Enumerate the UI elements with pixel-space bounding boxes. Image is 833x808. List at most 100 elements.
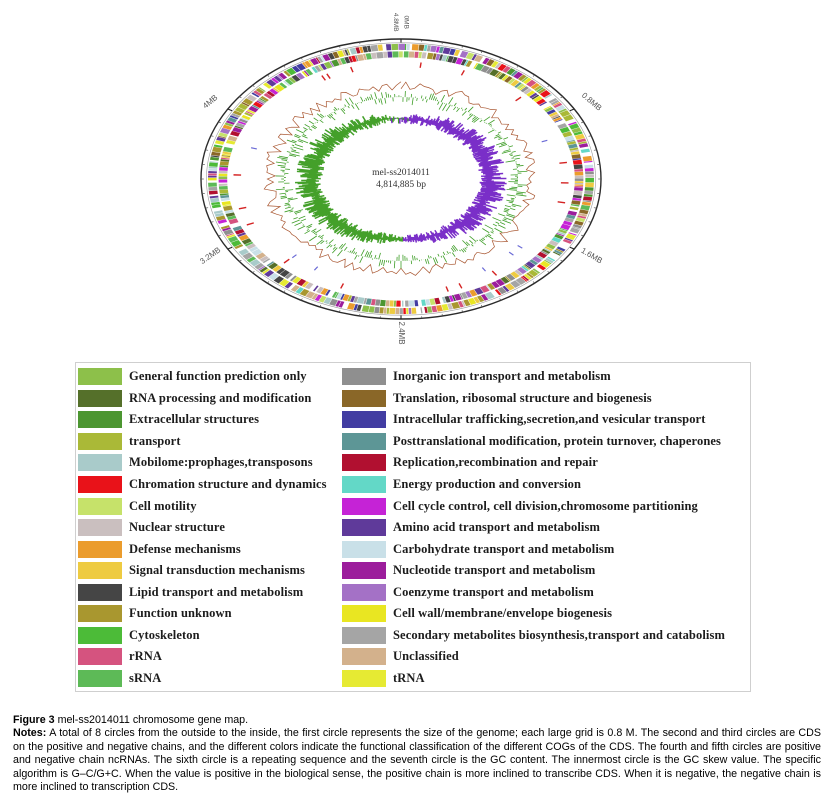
cds-positive-block <box>555 248 564 253</box>
gc-skew-bar <box>455 129 465 138</box>
gc-skew-bar <box>425 115 431 124</box>
gc-content-spike <box>492 223 498 227</box>
gc-content-spike <box>316 113 323 119</box>
legend-column-left: General function prediction only RNA proc… <box>78 366 342 689</box>
gc-skew-bar <box>472 146 488 154</box>
cds-negative-block <box>325 289 331 296</box>
gc-skew-bar <box>322 143 334 150</box>
cds-positive-block <box>430 45 437 53</box>
gc-skew-bar <box>462 135 481 146</box>
gc-skew-bar <box>370 233 376 243</box>
cds-positive-block <box>411 307 417 314</box>
legend-label: Secondary metabolites biosynthesis,trans… <box>393 627 725 642</box>
legend-item: Extracellular structures <box>78 409 342 431</box>
gc-content-spike <box>502 219 512 224</box>
cds-negative-block <box>268 262 279 270</box>
cds-positive-block <box>208 190 218 195</box>
gc-skew-bar <box>484 192 501 197</box>
gc-content-spike <box>506 199 514 202</box>
gc-skew-bar <box>365 232 373 243</box>
gc-content-spike <box>320 237 324 240</box>
gc-skew-bar <box>442 230 446 235</box>
cds-negative-block <box>574 168 584 172</box>
gc-skew-bar <box>345 224 359 238</box>
gc-skew-bar <box>321 133 341 146</box>
scale-tick <box>338 310 341 313</box>
gc-skew-bar <box>454 130 460 135</box>
gc-content-spike <box>473 115 475 117</box>
gc-skew-bar <box>476 194 501 202</box>
cds-positive-block <box>543 259 552 265</box>
cds-positive-block <box>255 88 265 95</box>
gc-content-spike <box>440 94 446 103</box>
gc-content-spike <box>313 117 319 122</box>
cds-positive-block <box>467 297 477 305</box>
gc-content-spike <box>497 224 506 229</box>
gc-content-spike <box>309 235 318 242</box>
gc-skew-bar <box>468 141 484 150</box>
ncrna-positive-tick <box>283 258 290 264</box>
gc-content-spike <box>304 129 307 132</box>
cds-negative-block <box>425 299 431 306</box>
gc-content-spike <box>370 254 373 259</box>
gc-skew-bar <box>296 170 322 174</box>
gc-content-spike <box>504 207 510 211</box>
gc-skew-bar <box>316 141 329 149</box>
gc-content-spike <box>482 237 486 241</box>
gc-skew-bar <box>343 226 351 233</box>
ncrna-negative-tick <box>481 267 486 272</box>
gc-content-spike <box>438 102 444 110</box>
cds-positive-block <box>424 306 428 314</box>
gc-skew-bar <box>333 129 344 138</box>
gc-skew-bar <box>430 234 436 243</box>
cds-positive-block <box>585 174 594 178</box>
legend-label: Function unknown <box>129 606 232 621</box>
cds-negative-block <box>572 197 582 201</box>
ncrna-positive-tick <box>238 206 247 210</box>
cds-positive-block <box>230 239 242 247</box>
gc-content-spike <box>469 239 474 244</box>
gc-skew-bar <box>391 117 394 123</box>
gc-skew-bar <box>304 185 316 188</box>
cds-negative-block <box>545 243 556 250</box>
cds-negative-block <box>218 183 228 187</box>
gc-skew-bar <box>356 119 363 126</box>
gc-skew-bar <box>439 231 446 240</box>
gc-content-spike <box>328 114 336 121</box>
cds-negative-block <box>363 298 368 305</box>
cds-positive-block <box>572 223 582 229</box>
cds-negative-block <box>238 234 249 241</box>
gc-content-spike <box>464 107 468 111</box>
cds-positive-block <box>552 101 561 107</box>
gc-content-spike <box>354 251 357 255</box>
cds-positive-block <box>268 272 279 281</box>
gc-content-spike <box>509 187 518 190</box>
cds-negative-block <box>279 82 288 89</box>
cds-positive-block <box>367 45 372 52</box>
cds-positive-block <box>218 132 228 138</box>
gc-skew-bar <box>314 139 333 149</box>
cds-negative-block <box>551 236 562 243</box>
cds-positive-block <box>497 63 507 71</box>
cds-negative-block <box>496 72 503 78</box>
scale-tick <box>516 65 519 68</box>
cds-positive-block <box>318 295 327 303</box>
cds-negative-block <box>370 298 376 306</box>
gc-skew-bar <box>370 234 374 240</box>
scale-tick <box>300 57 303 60</box>
gc-skew-bar <box>329 217 346 230</box>
gc-content-spike <box>349 250 352 253</box>
gc-skew-bar <box>480 197 496 203</box>
cds-negative-block <box>539 101 548 107</box>
gc-skew-bar <box>379 237 383 244</box>
gc-content-spike <box>442 251 446 256</box>
gc-content-spike <box>422 98 424 102</box>
cds-positive-block <box>356 304 362 312</box>
cds-negative-block <box>274 84 285 92</box>
gc-skew-bar <box>306 154 320 160</box>
gc-skew-bar <box>483 164 491 168</box>
gc-content-spike <box>511 205 516 208</box>
gc-skew-bar <box>480 192 504 199</box>
ncrna-positive-tick <box>460 70 465 76</box>
gc-skew-bar <box>295 181 315 184</box>
